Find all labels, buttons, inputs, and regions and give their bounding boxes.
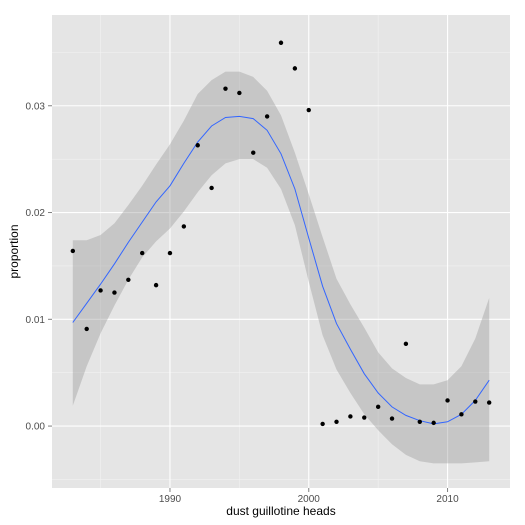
data-point [348, 414, 353, 419]
data-point [181, 224, 187, 229]
data-point [237, 90, 242, 96]
data-point [140, 250, 145, 256]
x-axis-ticks: 1990 2000 2010 [159, 488, 459, 505]
data-point [112, 290, 117, 295]
plot-panel [52, 15, 510, 488]
data-point [375, 404, 381, 410]
confidence-band [72, 71, 490, 464]
y-tick-label: 0.00 [26, 422, 46, 433]
data-point [98, 288, 103, 293]
x-tick-label: 2010 [436, 494, 459, 505]
data-point [292, 66, 298, 71]
data-point [486, 400, 492, 405]
data-point [153, 282, 159, 288]
y-tick-label: 0.02 [26, 208, 46, 219]
data-point [403, 341, 409, 347]
data-point [251, 150, 256, 155]
data-point [126, 277, 131, 282]
data-points [70, 40, 492, 427]
y-tick-label: 0.01 [26, 315, 46, 326]
data-point [223, 86, 228, 91]
data-point [362, 415, 367, 420]
data-point [431, 420, 436, 426]
data-point [334, 419, 339, 425]
data-point [389, 416, 395, 421]
y-tick-label: 0.03 [26, 101, 46, 112]
x-tick-label: 1990 [159, 494, 182, 505]
x-tick-label: 2000 [298, 494, 321, 505]
data-point [473, 399, 478, 404]
y-axis-ticks: 0.00 0.01 0.02 0.03 [26, 101, 52, 433]
data-point [264, 114, 270, 119]
data-point [320, 421, 325, 427]
data-point [84, 326, 89, 332]
data-point [167, 250, 173, 256]
data-point [278, 40, 284, 45]
y-axis-title: proportion [7, 224, 21, 278]
data-point [195, 143, 200, 148]
data-point [70, 248, 76, 254]
data-point [445, 398, 450, 403]
data-point [306, 107, 311, 113]
x-axis-title: dust guillotine heads [226, 504, 335, 518]
data-point [459, 412, 464, 417]
major-gridlines [52, 15, 510, 488]
data-point [209, 185, 214, 191]
data-point [417, 419, 422, 425]
